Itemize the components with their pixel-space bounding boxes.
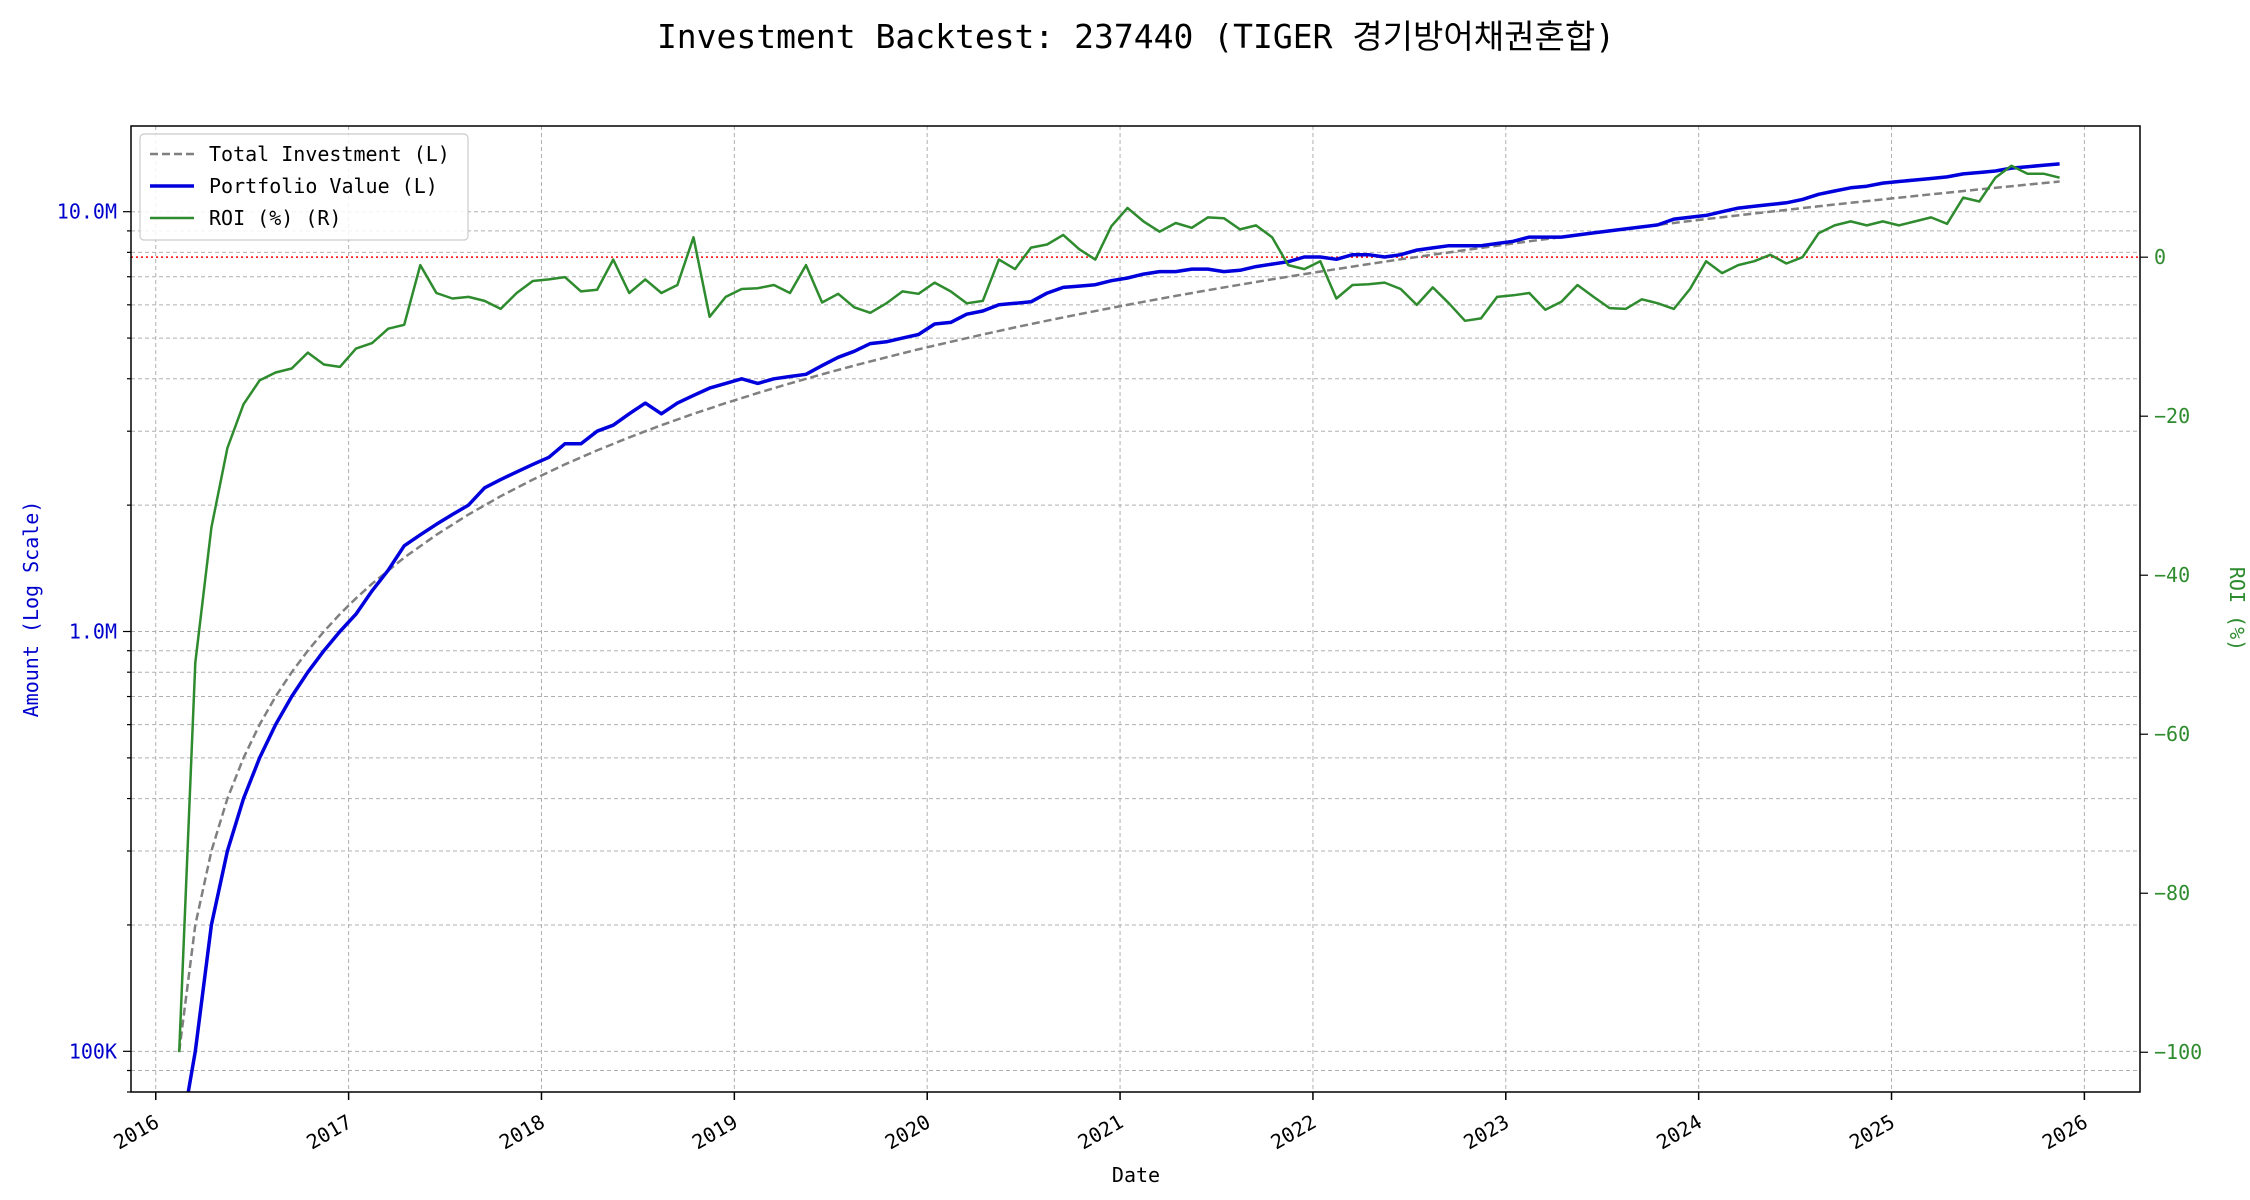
series-layer	[177, 162, 2060, 1092]
right-y-tick-label: 0	[2154, 245, 2166, 269]
left-y-tick-label: 100K	[69, 1039, 117, 1063]
left-y-axis-label: Amount (Log Scale)	[19, 501, 43, 718]
right-y-tick-label: −100	[2154, 1040, 2202, 1064]
legend-label-roi: ROI (%) (R)	[209, 206, 341, 230]
legend-label-total-investment: Total Investment (L)	[209, 142, 450, 166]
right-y-axis-label: ROI (%)	[2225, 567, 2249, 651]
x-axis-label: Date	[1112, 1163, 1160, 1187]
legend-box	[139, 133, 469, 241]
right-y-axis: 0 −20 −40 −60 −80 −100	[2140, 245, 2202, 1064]
series-line-total-investment	[177, 180, 2060, 1052]
series-line-roi	[177, 164, 2060, 1053]
left-y-tick-label: 10.0M	[57, 200, 117, 224]
left-y-tick-label: 1.0M	[69, 620, 117, 644]
chart-title: Investment Backtest: 237440 (TIGER 경기방어채…	[657, 17, 1615, 56]
grid-lines	[131, 126, 2140, 1093]
plot-frame	[130, 125, 2141, 1093]
series-line-portfolio-value	[186, 162, 2060, 1092]
right-y-tick-label: −20	[2154, 404, 2190, 428]
legend-label-portfolio-value: Portfolio Value (L)	[209, 174, 438, 198]
left-y-axis: 100K 1.0M 10.0M	[57, 200, 131, 1093]
legend: Total Investment (L) Portfolio Value (L)…	[139, 133, 469, 241]
right-y-tick-label: −80	[2154, 881, 2190, 905]
right-y-tick-label: −40	[2154, 563, 2190, 587]
right-y-tick-label: −60	[2154, 722, 2190, 746]
